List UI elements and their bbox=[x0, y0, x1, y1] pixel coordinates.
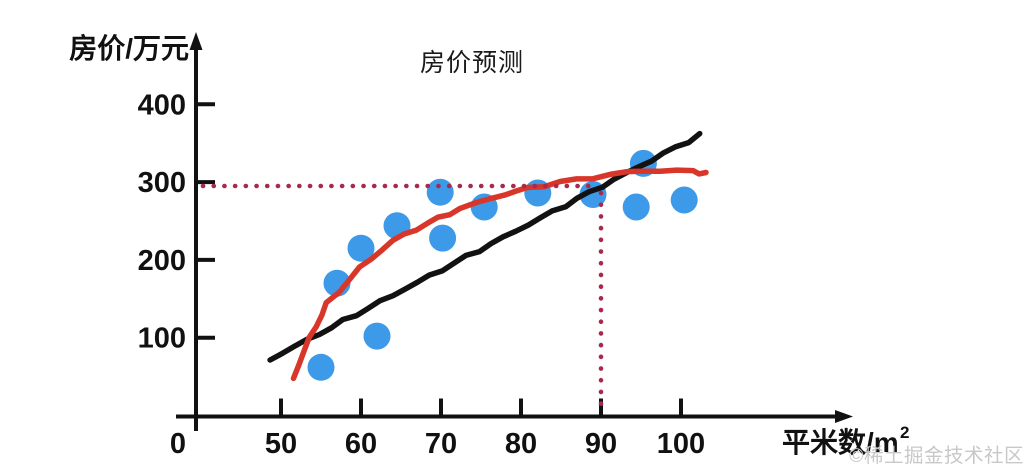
chart-title: 房价预测 bbox=[420, 49, 524, 77]
linear-fit-line-texture bbox=[270, 131, 703, 360]
data-point bbox=[363, 322, 391, 350]
data-point bbox=[622, 193, 650, 221]
x-tick-label: 80 bbox=[505, 428, 537, 460]
prediction-guides-layer bbox=[200, 183, 604, 412]
data-point bbox=[347, 234, 375, 262]
y-axis-title: 房价/万元 bbox=[69, 32, 189, 64]
x-axis-title: 平米数/m bbox=[782, 427, 899, 458]
x-tick-label: 90 bbox=[585, 428, 617, 460]
x-axis-title-superscript: 2 bbox=[900, 423, 909, 442]
x-tick-label: 100 bbox=[657, 428, 705, 460]
y-axis-arrow-icon bbox=[189, 32, 203, 50]
y-tick-label: 200 bbox=[138, 245, 186, 277]
fit-lines-layer bbox=[267, 130, 709, 382]
x-tick-label: 50 bbox=[265, 428, 297, 460]
data-point bbox=[426, 178, 454, 206]
data-point bbox=[670, 186, 698, 214]
scatter-points-layer bbox=[307, 149, 698, 381]
curve-fit-line-texture bbox=[293, 167, 709, 379]
watermark: ©稀土掘金技术社区 bbox=[849, 445, 1024, 467]
x-tick-label: 70 bbox=[425, 428, 457, 460]
data-point bbox=[429, 224, 457, 252]
x-tick-label-origin: 0 bbox=[170, 428, 186, 460]
y-tick-label: 100 bbox=[138, 323, 186, 355]
y-tick-label: 300 bbox=[138, 167, 186, 199]
y-tick-label: 400 bbox=[138, 89, 186, 121]
axis-ticks-layer: 50 60 70 80 90 100 100 200 300 400 bbox=[138, 89, 706, 460]
data-point bbox=[307, 353, 335, 381]
x-axis-arrow-icon bbox=[835, 410, 853, 423]
x-tick-label: 60 bbox=[345, 428, 377, 460]
